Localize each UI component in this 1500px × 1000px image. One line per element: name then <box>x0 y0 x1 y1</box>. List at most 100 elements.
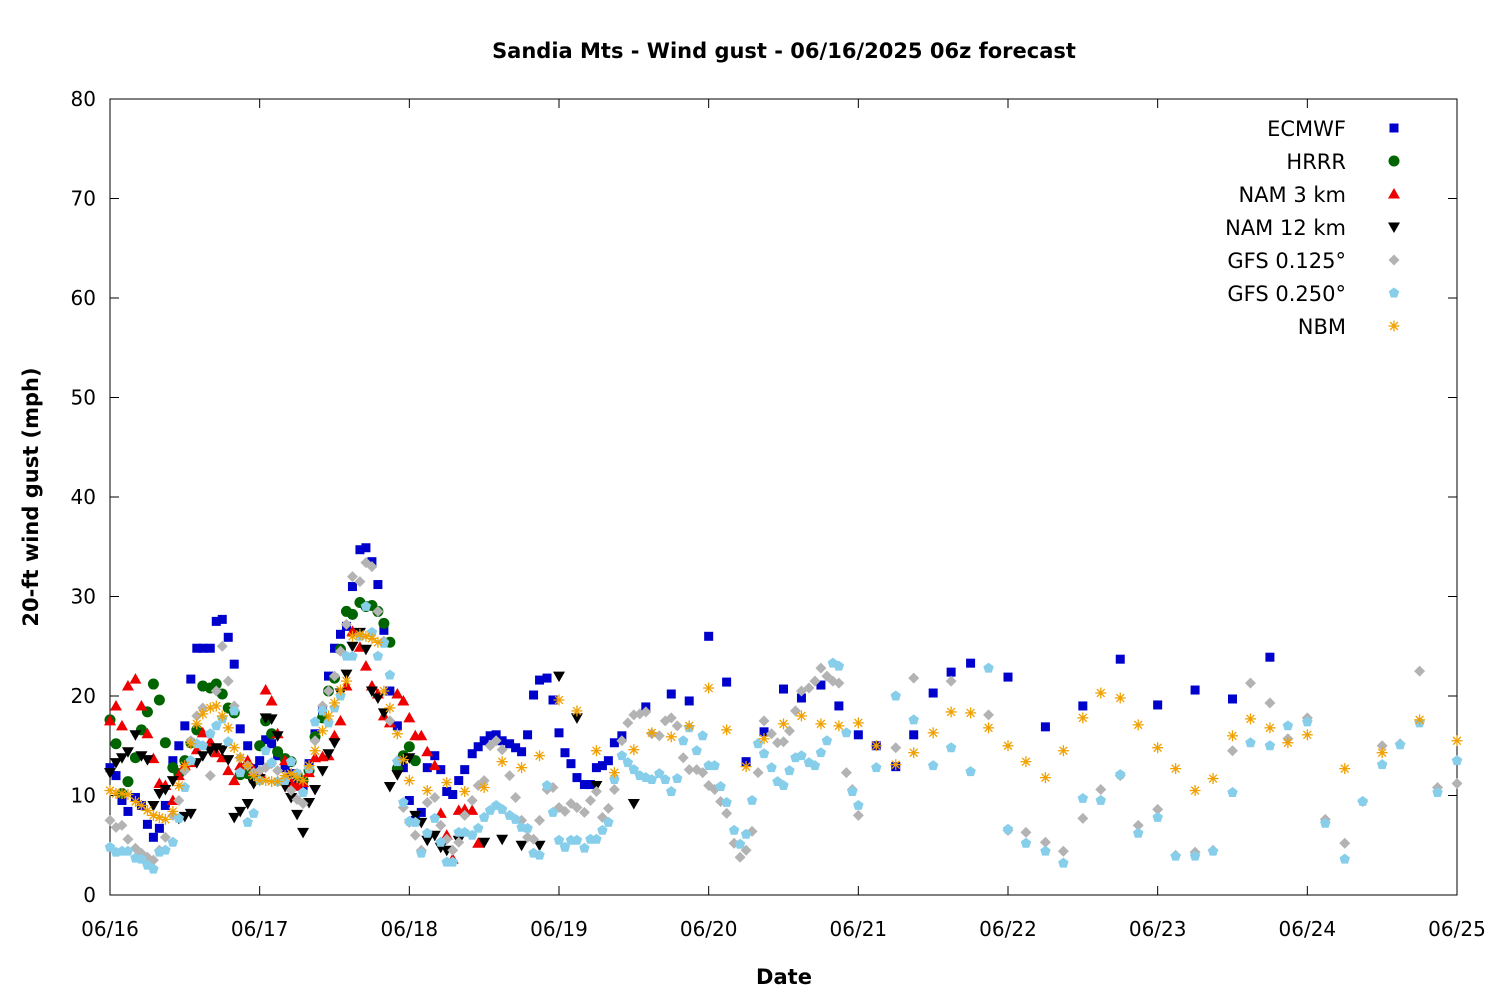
data-point <box>168 756 178 766</box>
data-point <box>360 600 372 611</box>
x-tick-label: 06/24 <box>1279 917 1337 941</box>
data-point <box>111 771 121 781</box>
data-point <box>191 710 203 722</box>
data-point <box>324 671 334 681</box>
data-point <box>616 750 628 761</box>
data-point <box>1132 719 1144 731</box>
data-point <box>391 688 404 699</box>
data-point <box>266 757 277 768</box>
data-point <box>196 726 209 738</box>
data-point <box>478 837 491 849</box>
data-point <box>570 713 583 724</box>
data-point <box>415 729 428 741</box>
data-point <box>1077 812 1089 824</box>
data-point <box>459 809 471 821</box>
data-point <box>478 782 490 794</box>
data-point <box>1451 755 1463 766</box>
data-point <box>534 814 546 826</box>
legend-marker <box>1388 254 1400 266</box>
data-point <box>454 776 464 786</box>
legend-marker <box>1388 287 1400 298</box>
data-point <box>945 706 957 718</box>
data-point <box>167 836 179 847</box>
data-point <box>691 745 702 756</box>
data-point <box>809 675 821 687</box>
data-point <box>640 706 652 718</box>
y-tick-label: 80 <box>71 87 96 111</box>
data-point <box>840 767 852 779</box>
data-point <box>148 832 158 842</box>
data-point <box>160 800 170 810</box>
data-point <box>279 770 291 782</box>
data-point <box>329 697 340 709</box>
data-point <box>1152 803 1164 815</box>
data-point <box>602 802 614 814</box>
data-point <box>383 782 396 793</box>
data-point <box>409 810 422 822</box>
data-point <box>122 789 134 801</box>
data-point <box>534 750 546 762</box>
data-point <box>1414 714 1426 726</box>
data-point <box>1115 769 1126 780</box>
data-point <box>752 767 764 779</box>
data-point <box>1057 845 1069 857</box>
data-point <box>1132 819 1144 831</box>
data-point <box>141 727 154 739</box>
data-point <box>123 806 133 816</box>
data-point <box>297 827 310 839</box>
data-point <box>622 757 634 768</box>
data-point <box>429 791 441 803</box>
data-point <box>566 759 576 769</box>
legend-label: NAM 12 km <box>1225 216 1346 240</box>
data-point <box>522 822 533 833</box>
data-point <box>285 756 297 767</box>
data-point <box>983 662 994 673</box>
data-point <box>153 789 166 800</box>
legend-marker <box>1388 155 1400 167</box>
data-point <box>259 684 272 695</box>
data-point <box>1077 792 1089 803</box>
data-point <box>210 700 222 712</box>
data-point <box>1039 836 1051 848</box>
data-point <box>136 853 147 864</box>
data-point <box>1264 740 1276 751</box>
data-point <box>603 816 614 827</box>
data-point <box>129 795 141 807</box>
data-point <box>436 765 446 775</box>
data-point <box>272 746 284 758</box>
data-point <box>821 735 833 746</box>
data-point <box>1114 692 1126 704</box>
data-point <box>297 787 309 797</box>
y-tick-label: 30 <box>71 585 96 609</box>
data-point <box>783 725 795 737</box>
data-point <box>323 710 335 722</box>
data-point <box>216 640 228 652</box>
data-point <box>510 791 522 803</box>
data-point <box>809 760 821 771</box>
data-point <box>242 760 254 772</box>
data-point <box>121 680 134 691</box>
data-point <box>104 768 116 779</box>
data-point <box>192 643 202 653</box>
data-point <box>384 702 396 714</box>
data-point <box>1003 672 1013 682</box>
data-point <box>1132 827 1144 838</box>
data-point <box>1095 794 1107 805</box>
data-point <box>609 774 620 785</box>
data-point <box>466 794 478 806</box>
data-point <box>398 763 408 773</box>
data-point <box>384 669 396 680</box>
data-point <box>1282 720 1294 731</box>
data-point <box>789 705 801 717</box>
data-point <box>416 807 426 817</box>
data-point <box>1095 784 1107 796</box>
data-point <box>1002 823 1014 834</box>
data-point <box>179 760 191 772</box>
data-point <box>117 795 127 805</box>
data-point <box>945 742 957 753</box>
data-point <box>1115 654 1125 664</box>
data-point <box>346 571 358 583</box>
data-point <box>1244 713 1256 725</box>
data-point <box>1265 652 1275 662</box>
data-point <box>683 764 695 776</box>
